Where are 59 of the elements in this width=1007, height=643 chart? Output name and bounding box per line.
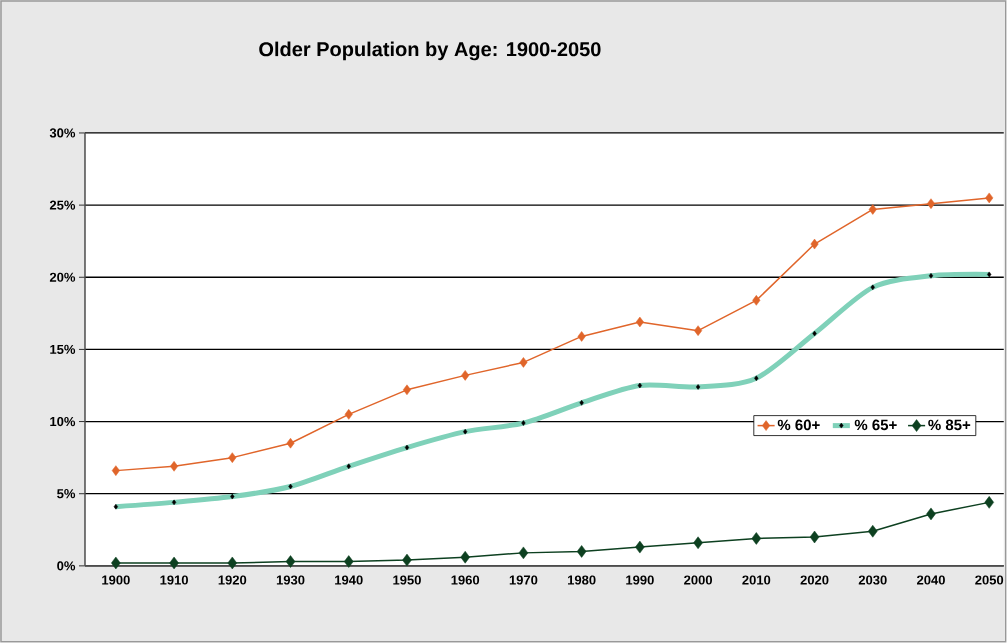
point	[228, 452, 237, 463]
x-tick-label: 1920	[218, 575, 247, 585]
x-tick-label: 1980	[568, 575, 596, 585]
x-tick-label: 2010	[742, 575, 771, 585]
point	[286, 438, 295, 449]
point	[169, 556, 179, 570]
point	[111, 465, 120, 476]
point	[460, 551, 470, 564]
legend-label: % 60+	[777, 419, 820, 431]
point	[402, 384, 411, 396]
y-tick-label: 10%	[50, 417, 76, 427]
point	[635, 540, 645, 554]
point	[402, 553, 412, 567]
y-tick-label: 30%	[49, 128, 76, 138]
x-tick-label: 2020	[800, 575, 829, 585]
point	[577, 331, 586, 342]
point	[519, 357, 528, 368]
point	[868, 525, 878, 538]
point	[752, 295, 761, 306]
legend-label: % 85+	[928, 419, 971, 431]
point	[576, 545, 587, 558]
point	[926, 198, 935, 209]
point	[693, 536, 703, 550]
point	[751, 532, 762, 545]
point	[694, 325, 703, 336]
point	[984, 496, 994, 509]
x-tick-label: 1930	[276, 575, 305, 585]
x-tick-label: 2030	[858, 575, 887, 585]
point	[868, 204, 877, 215]
point	[926, 507, 936, 521]
point	[344, 409, 353, 420]
x-tick-label: 1940	[335, 575, 363, 585]
point	[344, 555, 354, 568]
y-tick-label: 0%	[57, 561, 76, 571]
x-tick-label: 1950	[393, 575, 421, 585]
point	[518, 546, 529, 560]
x-tick-label: 1910	[160, 575, 188, 585]
y-tick-label: 25%	[49, 200, 76, 210]
y-tick-label: 5%	[57, 489, 76, 499]
x-tick-label: 2000	[684, 575, 713, 585]
x-tick-label: 2040	[916, 575, 945, 585]
point	[810, 238, 819, 250]
y-tick-label: 15%	[50, 344, 76, 355]
x-tick-label: 1900	[102, 575, 130, 585]
point	[809, 530, 820, 544]
point	[111, 556, 121, 570]
point	[985, 192, 994, 204]
point	[461, 370, 470, 381]
legend-label: % 65+	[854, 419, 897, 431]
x-tick-label: 2050	[975, 575, 1004, 585]
point	[635, 316, 644, 328]
point	[170, 461, 179, 472]
x-tick-label: 1970	[509, 575, 538, 585]
point	[285, 555, 296, 568]
y-tick-label: 20%	[49, 272, 76, 282]
x-tick-label: 1960	[451, 575, 480, 585]
point	[227, 556, 238, 570]
x-tick-label: 1990	[626, 575, 654, 585]
chart-title: Older Population by Age: 1900-2050	[259, 41, 601, 61]
